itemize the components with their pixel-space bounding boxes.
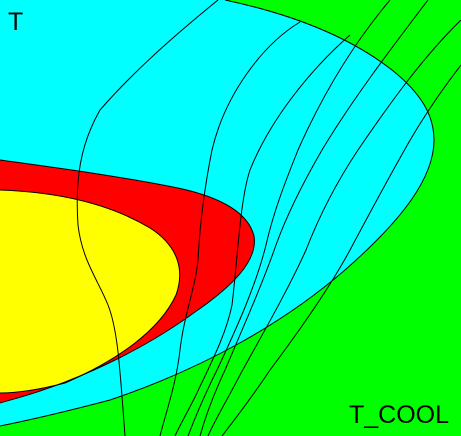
yellow-boundary-line xyxy=(0,189,181,394)
contour-line-2 xyxy=(159,21,301,436)
contour-line-7 xyxy=(221,64,461,436)
red-boundary-line xyxy=(0,159,255,404)
boundary-lines xyxy=(0,0,435,427)
cyan-boundary-line xyxy=(0,0,435,427)
contour-line-6 xyxy=(207,19,461,436)
contour-lines xyxy=(76,0,461,436)
title-label: T xyxy=(8,8,24,36)
contour-line-3 xyxy=(174,34,351,436)
contour-line-5 xyxy=(199,0,429,436)
corner-label: T_COOL xyxy=(348,401,449,429)
contour-line-1 xyxy=(76,0,219,436)
yellow-core-region xyxy=(0,190,180,393)
contour-line-4 xyxy=(187,0,391,436)
